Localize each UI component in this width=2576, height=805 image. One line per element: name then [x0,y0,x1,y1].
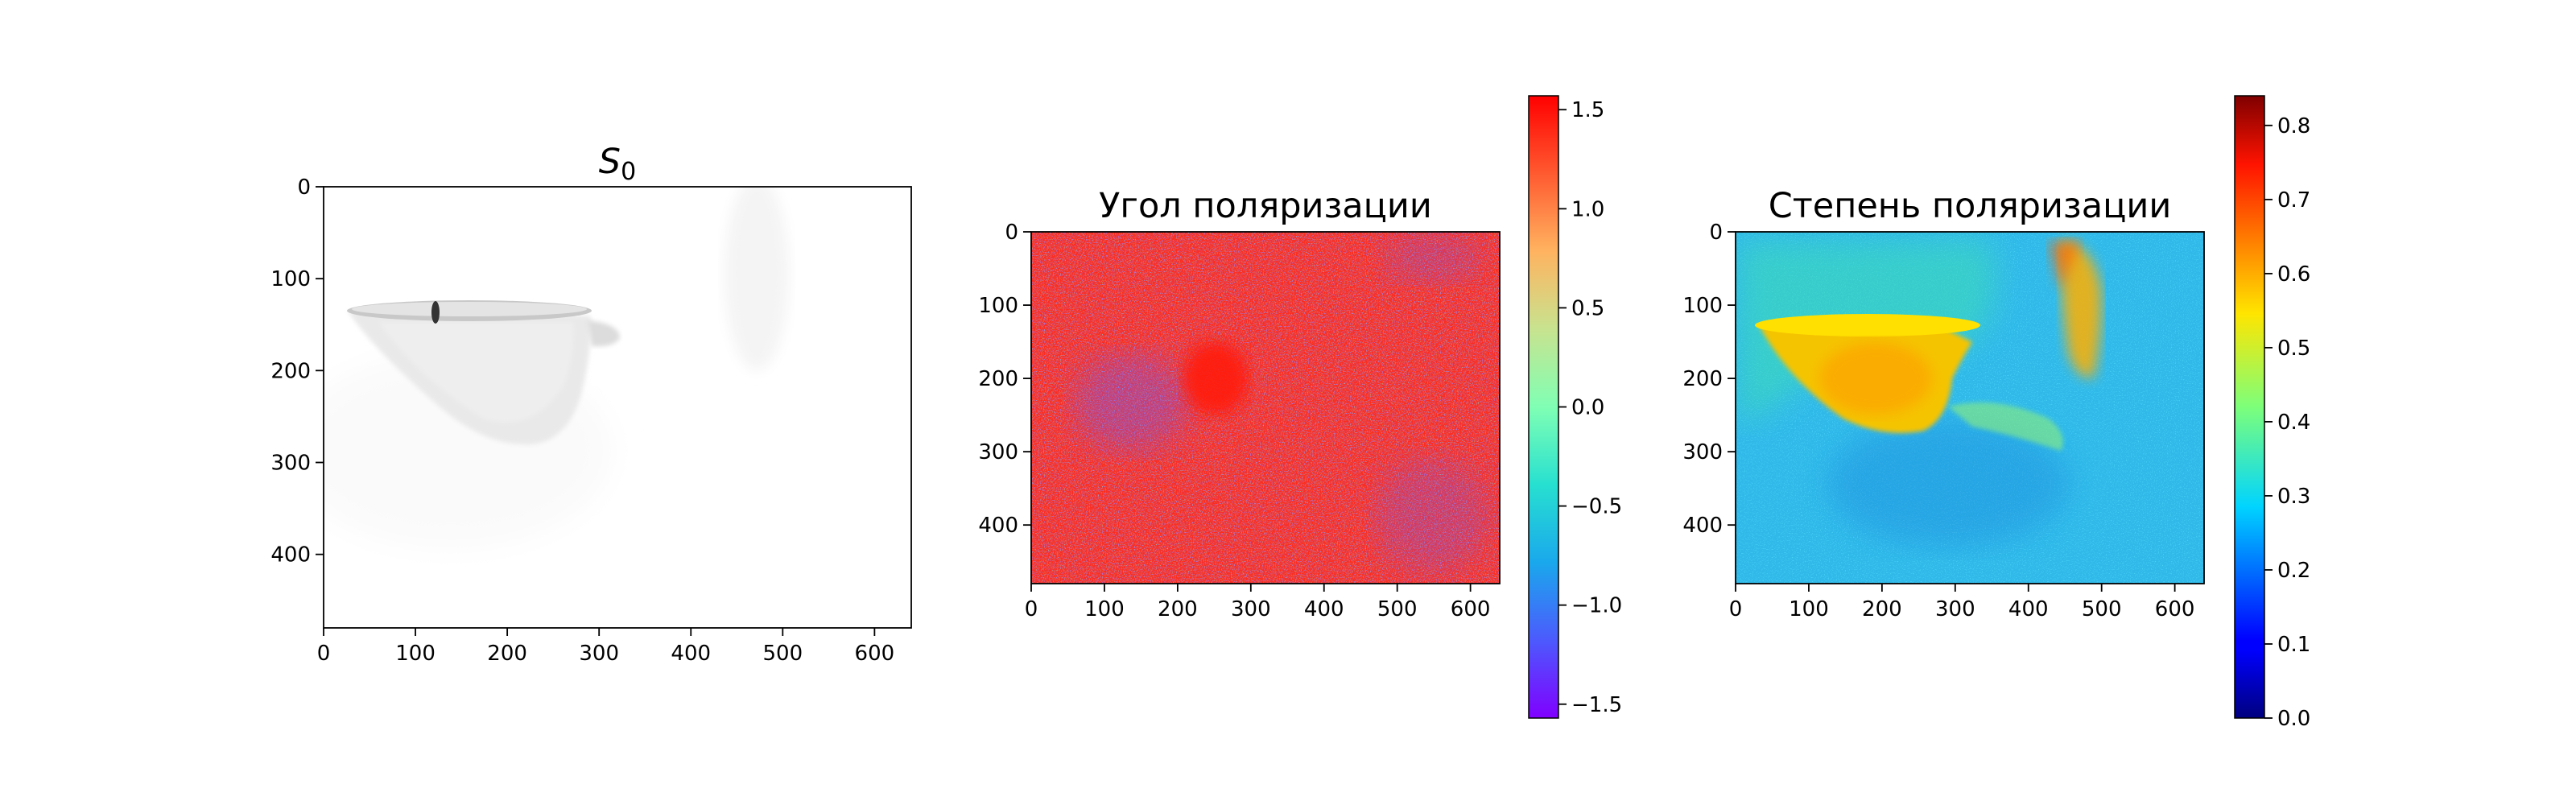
degree-xtick-label: 0 [1729,597,1743,621]
s0-ytick-label: 400 [270,543,311,568]
panel-angle: Угол поляризации [1031,95,1622,719]
angle-colorbar-tick-label: 1.0 [1571,197,1604,221]
angle-xtick-label: 500 [1377,597,1418,621]
degree-image [1736,232,2204,584]
angle-ytick-label: 300 [978,440,1018,464]
degree-colorbar-tick-label: 0.7 [2277,188,2310,213]
angle-axes-frame [1030,231,1501,584]
angle-colorbar-tick-label: −1.0 [1571,594,1622,618]
degree-ytick-label: 100 [1682,294,1723,318]
degree-colorbar-tick-label: 0.2 [2277,559,2310,583]
degree-xtick-label: 400 [2008,597,2049,621]
angle-colorbar-tick-label: 1.5 [1571,98,1604,122]
degree-ytick-label: 300 [1682,440,1723,464]
degree-xtick-label: 500 [2082,597,2122,621]
degree-title: Степень поляризации [1769,186,2172,226]
degree-colorbar-tick-label: 0.6 [2277,262,2310,287]
angle-xtick-label: 600 [1451,597,1491,621]
angle-xtick-label: 300 [1231,597,1271,621]
angle-xtick-label: 400 [1304,597,1344,621]
degree-colorbar-tick-label: 0.8 [2277,114,2310,138]
degree-colorbar-tick-label: 0.3 [2277,485,2310,509]
s0-ytick-label: 100 [270,267,311,291]
panel-s0: S0 [324,142,911,628]
s0-xtick-label: 400 [671,642,711,666]
degree-colorbar: 0.8 0.7 0.6 0.5 0.4 0.3 0.2 0.1 0.0 [2234,95,2310,731]
s0-title: S0 [599,142,636,186]
angle-xtick-label: 0 [1025,597,1038,621]
s0-xtick-label: 0 [317,642,331,666]
degree-colorbar-tick-label: 0.5 [2277,336,2310,361]
degree-colorbar-tick-label: 0.0 [2277,707,2310,731]
angle-ytick-label: 400 [978,514,1018,538]
degree-axes-frame [1735,231,2205,584]
angle-ytick-label: 0 [1005,221,1018,245]
s0-image [324,187,911,628]
degree-colorbar-tick-label: 0.1 [2277,633,2310,657]
s0-xtick-label: 500 [762,642,803,666]
degree-ytick-label: 200 [1682,367,1723,391]
s0-ytick-label: 300 [270,452,311,476]
angle-colorbar-tick-label: −1.5 [1571,693,1622,717]
s0-xtick-label: 200 [487,642,527,666]
angle-title: Угол поляризации [1099,186,1432,226]
degree-xtick-label: 600 [2155,597,2195,621]
s0-xtick-label: 100 [395,642,436,666]
degree-ytick-label: 400 [1682,514,1723,538]
degree-ytick-label: 0 [1709,221,1723,245]
s0-xtick-label: 300 [579,642,619,666]
degree-xtick-label: 100 [1789,597,1829,621]
s0-xtick-label: 600 [855,642,895,666]
angle-colorbar-tick-label: −0.5 [1571,495,1622,519]
angle-colorbar: 1.5 1.0 0.5 0.0 −0.5 −1.0 −1.5 [1528,95,1622,719]
angle-colorbar-tick-label: 0.5 [1571,296,1604,320]
degree-colorbar-tick-label: 0.4 [2277,411,2310,435]
angle-ytick-label: 200 [978,367,1018,391]
s0-axes-frame [323,186,912,629]
angle-xtick-label: 100 [1084,597,1125,621]
degree-xtick-label: 200 [1862,597,1902,621]
degree-xtick-label: 300 [1935,597,1975,621]
angle-xtick-label: 200 [1158,597,1198,621]
angle-ytick-label: 100 [978,294,1018,318]
angle-colorbar-tick-label: 0.0 [1571,396,1604,420]
s0-ytick-label: 200 [270,359,311,383]
angle-image [1031,232,1500,584]
s0-ytick-label: 0 [297,175,311,200]
panel-degree: Степень поляризации [1736,95,2310,731]
